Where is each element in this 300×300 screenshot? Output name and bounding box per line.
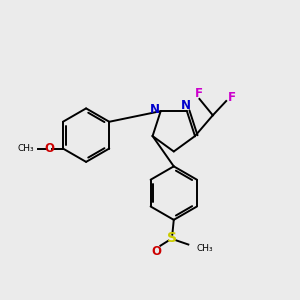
Text: N: N xyxy=(181,99,191,112)
Text: F: F xyxy=(195,87,203,101)
Text: O: O xyxy=(45,142,55,155)
Text: N: N xyxy=(150,103,160,116)
Text: CH₃: CH₃ xyxy=(196,244,213,253)
Text: O: O xyxy=(151,245,161,258)
Text: S: S xyxy=(167,231,177,245)
Text: CH₃: CH₃ xyxy=(17,144,34,153)
Text: F: F xyxy=(227,91,236,104)
